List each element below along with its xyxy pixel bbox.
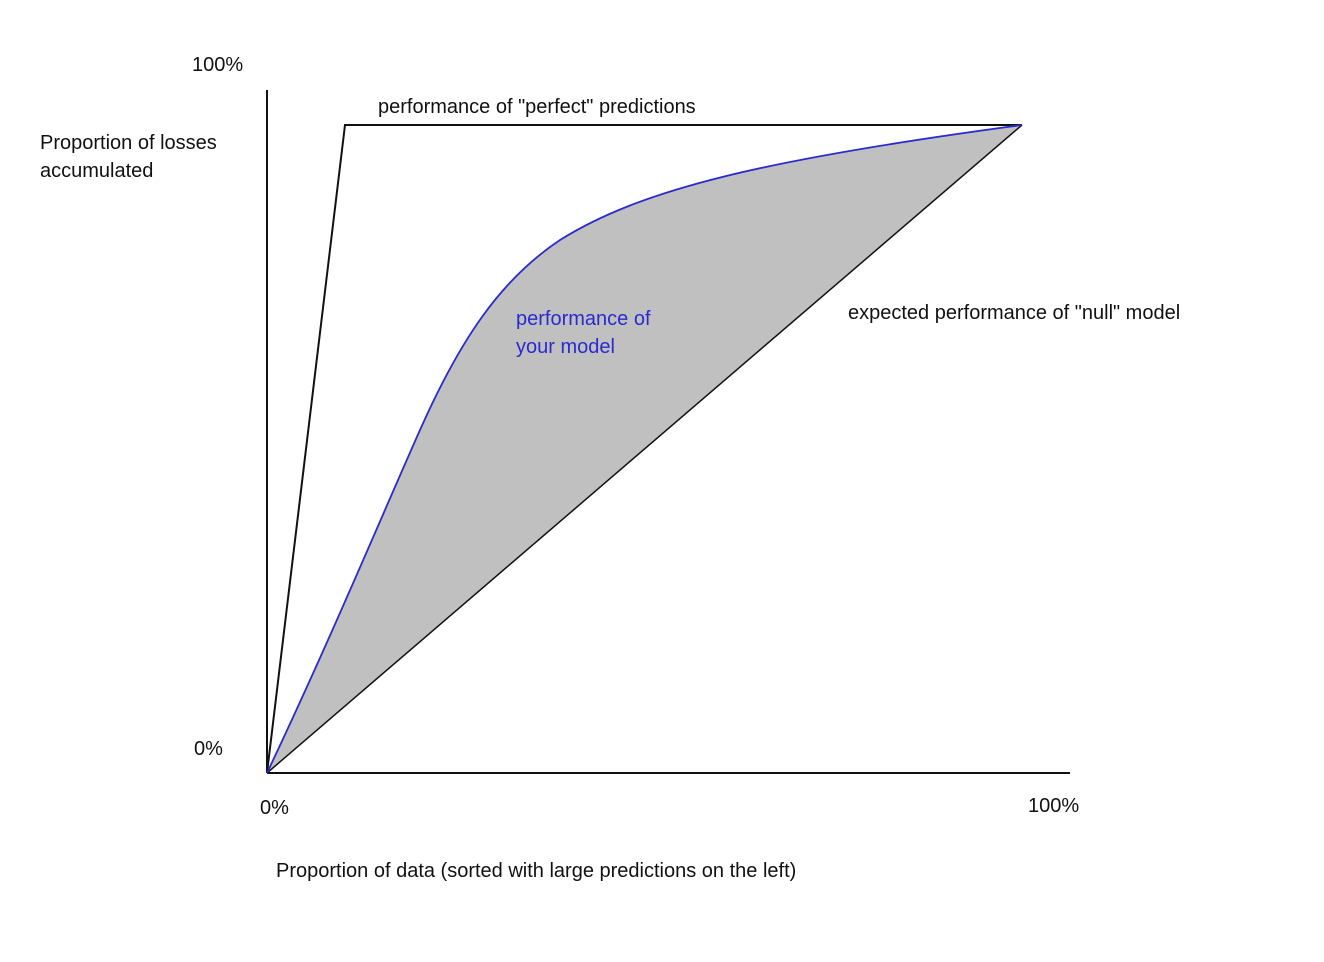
model-label-line2: your model — [516, 336, 615, 358]
perfect-predictions-line — [266, 124, 1022, 774]
y-tick-100: 100% — [192, 54, 243, 76]
y-tick-0: 0% — [194, 738, 223, 760]
x-tick-100: 100% — [1028, 795, 1079, 817]
model-label-line1: performance of — [516, 308, 651, 330]
y-axis-label-line2: accumulated — [40, 160, 153, 182]
x-axis-label: Proportion of data (sorted with large pr… — [276, 860, 796, 882]
perfect-predictions-label: performance of "perfect" predictions — [378, 96, 696, 118]
x-tick-0: 0% — [260, 797, 289, 819]
null-model-line — [266, 124, 1023, 774]
null-model-label: expected performance of "null" model — [848, 302, 1180, 324]
model-curve — [266, 124, 1023, 774]
y-axis-label-line1: Proportion of losses — [40, 132, 217, 154]
